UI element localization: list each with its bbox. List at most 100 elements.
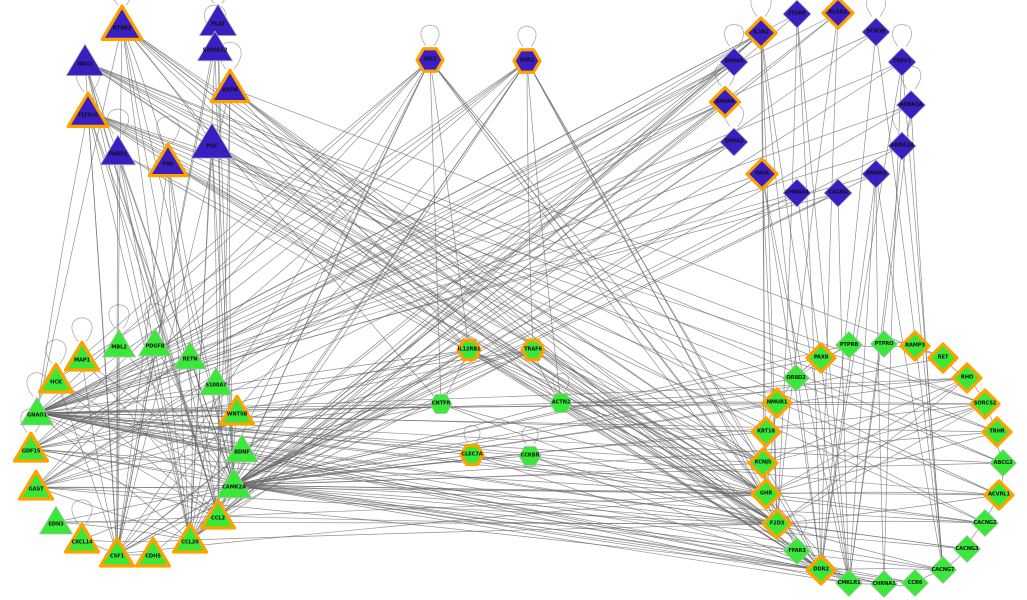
edge — [36, 412, 885, 585]
edge — [211, 142, 764, 464]
graph-node-epha5[interactable]: EPHA5 — [716, 44, 752, 80]
graph-node-artn[interactable]: ARTN — [209, 67, 251, 109]
edge — [36, 31, 877, 414]
edge — [517, 25, 537, 47]
graph-node-trpv1[interactable]: TRPV1 — [884, 44, 920, 80]
edge — [468, 349, 778, 525]
graph-node-actn2[interactable]: ACTN2 — [546, 388, 576, 418]
edge — [116, 24, 123, 555]
graph-node-traf6[interactable]: TRAF6 — [518, 335, 548, 365]
edge — [420, 24, 440, 46]
edge — [750, 0, 772, 17]
edge — [35, 61, 735, 488]
edge — [121, 24, 219, 517]
edge — [30, 61, 735, 450]
edge — [35, 486, 778, 525]
edge — [36, 349, 470, 414]
graph-node-pgf[interactable]: PGF — [189, 120, 235, 166]
graph-node-cdh5[interactable]: CDH5 — [134, 535, 172, 573]
edge — [848, 173, 877, 584]
edge — [233, 344, 850, 486]
edge — [910, 104, 944, 571]
edge — [776, 13, 798, 525]
edge — [532, 349, 822, 571]
edge — [233, 484, 885, 585]
graph-node-clec7a[interactable]: CLEC7A — [457, 440, 487, 470]
edge — [36, 60, 528, 414]
edge — [762, 377, 968, 464]
edge — [30, 349, 470, 450]
edge — [35, 486, 822, 571]
graph-node-epha4[interactable]: EPHA4 — [707, 84, 744, 121]
graph-node-adra1a[interactable]: ADRA1A — [893, 87, 930, 124]
edge — [724, 24, 744, 47]
graph-node-amhr2[interactable]: AMHR2 — [858, 156, 894, 192]
graph-node-cntfr[interactable]: CNTFR — [426, 389, 456, 419]
graph-node-cxcl14[interactable]: CXCL14 — [63, 521, 101, 559]
graph-node-klrd1[interactable]: KLRD1 — [819, 0, 857, 32]
edge — [233, 173, 763, 486]
graph-node-cmklr1[interactable]: CMKLR1 — [832, 566, 867, 600]
edge — [233, 61, 903, 486]
edge — [36, 412, 998, 433]
edge — [233, 484, 798, 552]
edge — [233, 31, 877, 486]
edge — [36, 412, 1000, 496]
graph-node-abcg2[interactable]: ABCG2 — [986, 446, 1021, 481]
edge — [84, 61, 1004, 464]
edge — [440, 403, 767, 495]
graph-node-cckbr[interactable]: CCKBR — [515, 441, 545, 471]
graph-node-bdnf[interactable]: BDNF — [223, 431, 261, 469]
edge — [776, 520, 986, 525]
graph-node-ccl20[interactable]: CCL20 — [171, 521, 209, 559]
edge — [30, 448, 219, 517]
graph-node-ntrk2[interactable]: NTRK2 — [100, 3, 144, 47]
graph-node-gdf15[interactable]: GDF15 — [12, 430, 50, 468]
edge — [30, 349, 534, 450]
edge — [233, 431, 767, 486]
edge — [87, 111, 118, 555]
graph-node-itga8[interactable]: ITGA8 — [779, 0, 815, 32]
graph-node-gnao1[interactable]: GNAO1 — [18, 394, 56, 432]
graph-node-fnbp1[interactable]: FNBP1 — [98, 132, 138, 172]
graph-node-inga[interactable]: INGA — [743, 155, 781, 193]
edge — [116, 344, 120, 555]
edge — [233, 141, 735, 486]
graph-node-cacng[interactable]: CACNG — [820, 175, 856, 211]
edge — [35, 59, 431, 488]
graph-node-flt3lg[interactable]: FLT3LG — [66, 90, 110, 134]
edge — [55, 379, 118, 555]
edge — [35, 486, 767, 495]
edge — [529, 455, 822, 571]
edge — [760, 32, 778, 525]
edge — [36, 192, 839, 414]
edge — [189, 356, 193, 541]
edge — [36, 402, 562, 414]
graph-node-s100a12[interactable]: S100A12 — [195, 28, 235, 68]
graph-node-chrna1[interactable]: CHRNA1 — [867, 567, 902, 600]
graph-node-il12rb1[interactable]: IL12RB1 — [454, 335, 484, 365]
graph-node-gast[interactable]: GAST — [17, 468, 55, 506]
graph-node-mbl2[interactable]: MBL2 — [100, 326, 138, 364]
edge — [116, 59, 431, 555]
graph-node-chrna4[interactable]: CHRNA4 — [779, 175, 815, 211]
edge — [36, 412, 798, 552]
graph-node-wnt5b[interactable]: WNT5B — [218, 393, 256, 431]
graph-node-pdgfb[interactable]: PDGFB — [136, 325, 174, 363]
edge — [875, 31, 944, 571]
edge — [36, 412, 850, 584]
edge — [189, 101, 726, 541]
graph-node-irs1[interactable]: IRS1 — [413, 43, 447, 77]
edge — [217, 493, 767, 517]
graph-node-nrg1[interactable]: NRG1 — [64, 41, 106, 83]
graph-node-ccr6[interactable]: CCR6 — [898, 566, 933, 600]
edge — [189, 59, 431, 541]
edge — [820, 31, 877, 571]
edge — [71, 317, 93, 342]
graph-node-csf1[interactable]: CSF1 — [98, 535, 136, 573]
edge — [144, 303, 166, 328]
graph-node-frk[interactable]: FRK — [147, 141, 189, 183]
edge — [468, 349, 767, 495]
graph-node-esr2[interactable]: ESR2 — [510, 44, 544, 78]
